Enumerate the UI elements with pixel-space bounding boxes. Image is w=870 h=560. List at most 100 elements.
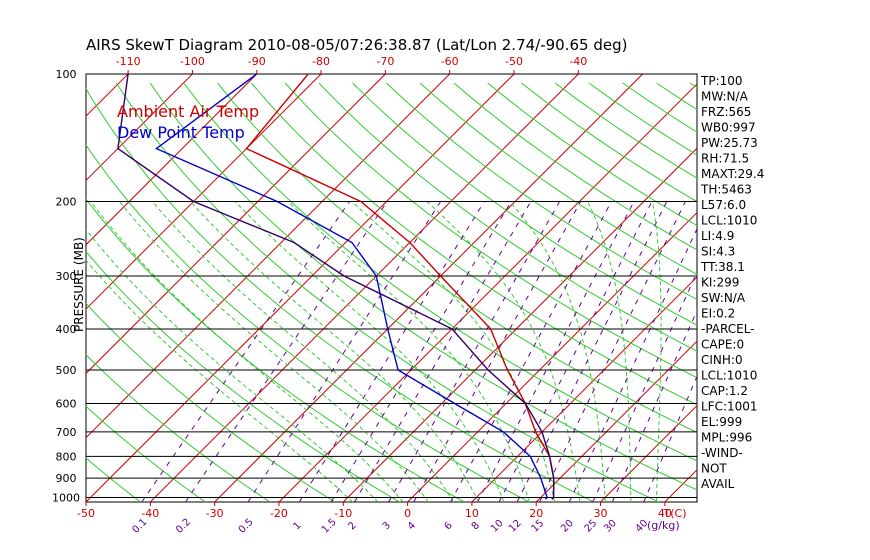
index-value-label: SW:N/A [701,291,746,305]
mixing-ratio-tick-label: 0.5 [237,517,256,536]
isotherm-line [86,74,515,502]
index-value-label: LI:4.9 [701,229,734,243]
isotherm-line [86,74,193,182]
pressure-tick-label: 1000 [52,491,80,504]
index-value-label: LCL:1010 [701,369,757,383]
pressure-tick-label: 200 [56,195,77,208]
dry-adiabat-line [86,144,530,502]
legend-dew-point-temp: Dew Point Temp [117,123,245,142]
mixing-unit-label: (g/kg) [647,519,680,532]
index-value-label: WB0:997 [701,121,756,135]
dry-adiabat-line [251,82,697,406]
isotherm-line [214,74,643,502]
top-temp-tick-label: -50 [505,55,523,68]
moist-adiabat-line [86,228,379,502]
moist-adiabat-line [119,201,429,502]
dry-adiabat-line [386,82,697,301]
mixing-ratio-tick-label: 15 [529,518,546,535]
dry-adiabat-line [86,87,595,502]
bottom-temp-tick-label: 40 [658,507,672,520]
dry-adiabat-line [453,82,697,251]
index-value-label: EI:0.2 [701,307,735,321]
dry-adiabat-line [758,83,870,502]
pressure-tick-label: 100 [56,68,77,81]
index-value-label: FRZ:565 [701,105,751,119]
pressure-tick-label: 400 [56,323,77,336]
mixing-ratio-line [568,227,697,502]
mixing-ratio-line [330,201,512,502]
pressure-tick-label: 900 [56,472,77,485]
dry-adiabat-line [419,82,697,276]
moist-adiabat-line [509,201,606,502]
mixing-ratio-line [450,201,612,502]
index-value-label: AVAIL [701,477,735,491]
index-value-label: TH:5463 [700,183,752,197]
moist-adiabat-line [234,201,505,502]
dry-adiabat-line [352,82,697,326]
dry-adiabat-line [86,198,465,502]
index-value-label: TP:100 [700,74,743,88]
dry-adiabat-line [115,82,659,502]
top-temp-tick-label: -110 [116,55,141,68]
bottom-temp-tick-label: 0 [404,507,411,520]
bottom-temp-tick-label: -10 [334,507,352,520]
mixing-ratio-tick-label: 12 [507,518,524,535]
temp-unit-label: T(C) [663,507,687,520]
dry-adiabat-line [86,405,206,502]
isotherm-line [86,74,451,439]
bottom-temp-tick-label: 10 [465,507,479,520]
mixing-ratio-line [247,201,442,502]
top-temp-tick-label: -70 [376,55,394,68]
pressure-tick-label: 600 [56,398,77,411]
index-value-label: LFC:1001 [701,400,758,414]
y-axis-title: PRESSURE (MB) [72,237,86,332]
moist-adiabat-line [90,201,404,502]
mixing-ratio-line [516,201,668,502]
isotherm-line [342,147,697,502]
index-value-label: MAXT:29.4 [701,167,764,181]
moist-adiabat-line [86,259,353,502]
index-value-label: -WIND- [701,446,743,460]
dry-adiabat-line [86,250,400,502]
index-value-label: CAP:1.2 [701,384,748,398]
parcel-line [117,74,555,500]
top-temp-tick-label: -80 [312,55,330,68]
index-value-label: MPL:996 [701,431,752,445]
dry-adiabat-line [284,82,697,379]
mixing-ratio-line [185,201,388,502]
pressure-tick-label: 700 [56,426,77,439]
dry-adiabat-line [86,457,141,502]
mixing-ratio-line [592,271,697,502]
index-value-label: CAPE:0 [701,338,744,352]
mixing-ratio-tick-label: 6 [443,520,455,532]
dry-adiabat-line [217,82,697,434]
dry-adiabat-line [183,82,697,462]
index-value-label: L57:6.0 [701,198,746,212]
moist-adiabat-line [587,201,632,502]
dry-adiabat-line [86,302,336,502]
dry-adiabat-line [656,82,697,111]
legend-ambient-air-temp: Ambient Air Temp [117,102,259,121]
bottom-temp-tick-label: -20 [270,507,288,520]
index-value-label: PW:25.73 [701,136,758,150]
bottom-temp-tick-label: 20 [529,507,543,520]
mixing-ratio-tick-label: 2 [346,520,358,532]
index-value-label: EL:999 [701,415,742,429]
pressure-tick-label: 500 [56,364,77,377]
dry-adiabat-line [521,82,697,203]
grid-layer [86,74,870,502]
series-layer [117,74,555,500]
mixing-ratio-line [539,201,686,502]
isotherm-line [535,340,697,502]
isotherm-line [407,211,697,502]
moist-adiabat-line [351,201,556,502]
isotherm-line [149,74,579,502]
isotherm-line [793,74,870,502]
index-value-label: NOT [701,462,727,476]
bottom-temp-tick-label: 30 [594,507,608,520]
index-value-label: KI:299 [701,276,739,290]
top-temp-tick-label: -90 [248,55,266,68]
index-value-label: TT:38.1 [700,260,745,274]
